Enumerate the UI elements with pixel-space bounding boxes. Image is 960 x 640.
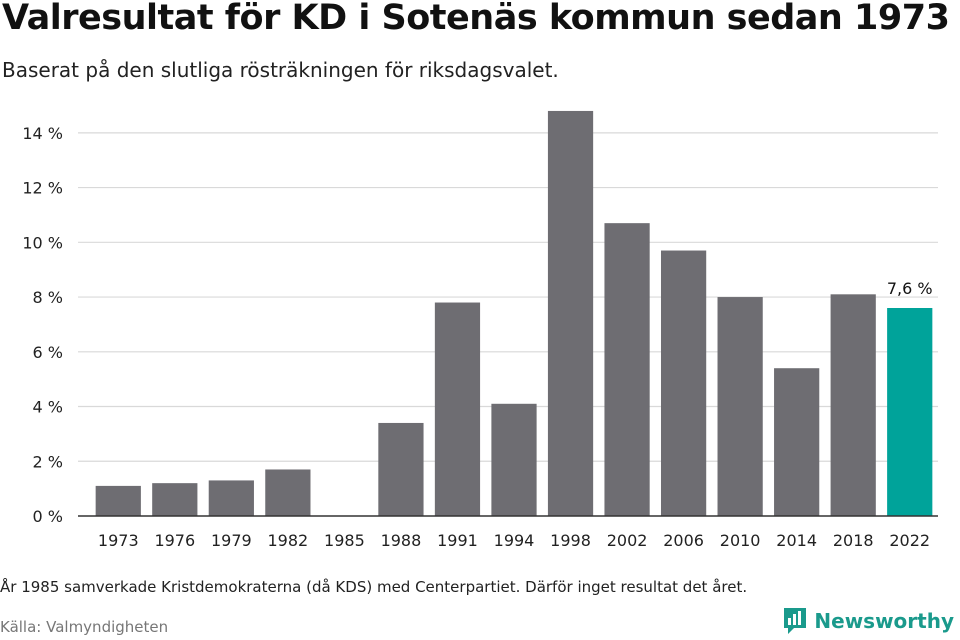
bars <box>95 110 933 517</box>
x-tick-label: 2018 <box>833 531 874 550</box>
newsworthy-logo-icon <box>784 608 807 634</box>
bar-1973 <box>95 485 141 516</box>
y-tick-label: 8 % <box>33 288 63 307</box>
x-tick-label: 2006 <box>663 531 704 550</box>
bar-1988 <box>378 422 424 516</box>
bar-2014 <box>774 368 820 516</box>
x-tick-label: 1973 <box>98 531 139 550</box>
footnote: År 1985 samverkade Kristdemokraterna (då… <box>0 578 748 596</box>
bar-1979 <box>208 480 254 516</box>
bar-1991 <box>434 302 481 516</box>
x-tick-label: 2022 <box>889 531 930 550</box>
x-tick-label: 1982 <box>268 531 309 550</box>
bar-chart: 0 % 2 % 4 % 6 % 8 % 10 % 12 % 14 % 1973 1976 1979… <box>22 110 938 550</box>
x-tick-label: 1985 <box>324 531 365 550</box>
x-tick-label: 1991 <box>437 531 478 550</box>
brand-logo: Newsworthy <box>782 606 954 636</box>
chart-subtitle: Baserat på den slutliga rösträkningen fö… <box>2 58 559 82</box>
bar-2018 <box>830 294 876 516</box>
y-tick-label: 0 % <box>33 507 63 526</box>
bar-2002 <box>604 223 650 516</box>
x-tick-label: 1979 <box>211 531 252 550</box>
x-tick-label: 2010 <box>720 531 761 550</box>
y-tick-label: 6 % <box>33 343 63 362</box>
x-tick-label: 1994 <box>494 531 535 550</box>
y-tick-label: 14 % <box>22 124 63 143</box>
bar-2022 <box>887 308 933 516</box>
data-labels: 7,6 % <box>887 279 933 298</box>
bar-1982 <box>265 469 311 516</box>
y-tick-label: 12 % <box>22 179 63 198</box>
bar-2006 <box>660 250 707 517</box>
bar-1998 <box>547 110 594 516</box>
source-credit: Källa: Valmyndigheten <box>0 618 169 636</box>
bar-2010 <box>717 297 763 516</box>
x-tick-label: 1976 <box>154 531 195 550</box>
x-axis-tick-labels: 1973 1976 1979 1982 1985 1988 1991 1994 1998 2002… <box>98 531 930 550</box>
y-axis-tick-labels: 0 % 2 % 4 % 6 % 8 % 10 % 12 % 14 % <box>22 124 63 526</box>
brand-name: Newsworthy <box>814 609 954 633</box>
y-tick-label: 4 % <box>33 398 63 417</box>
x-tick-label: 2014 <box>776 531 817 550</box>
x-tick-label: 1998 <box>550 531 591 550</box>
grid-lines <box>78 132 938 462</box>
y-tick-label: 2 % <box>33 452 63 471</box>
y-tick-label: 10 % <box>22 233 63 252</box>
data-label: 7,6 % <box>887 279 933 298</box>
chart-title: Valresultat för KD i Sotenäs kommun seda… <box>2 0 950 38</box>
bar-1976 <box>152 483 198 516</box>
x-tick-label: 2002 <box>607 531 648 550</box>
bar-1994 <box>491 403 537 516</box>
x-tick-label: 1988 <box>381 531 422 550</box>
